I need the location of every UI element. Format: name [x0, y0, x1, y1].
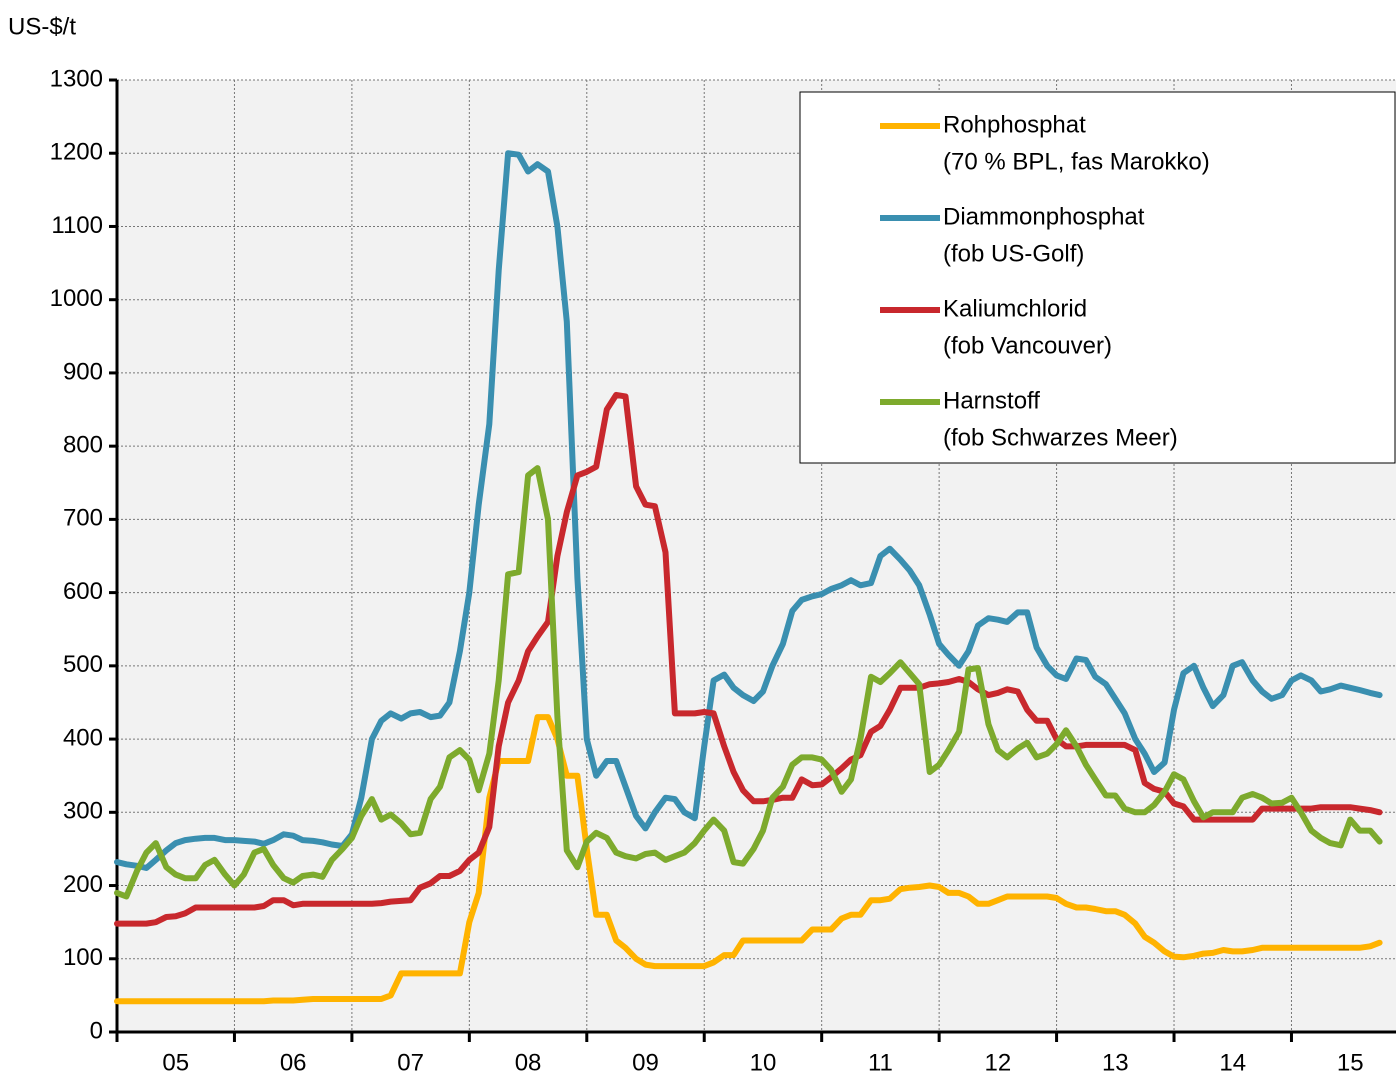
- x-tick-label: 11: [868, 1049, 893, 1076]
- y-axis-label: US-$/t: [8, 13, 76, 40]
- y-tick-label: 600: [63, 578, 103, 605]
- y-tick-label: 400: [63, 724, 103, 751]
- x-tick-label: 15: [1337, 1049, 1364, 1076]
- y-tick-label: 800: [63, 431, 103, 458]
- series-line: [114, 391, 1383, 927]
- series-line: [114, 714, 1383, 1005]
- x-tick-label: 09: [632, 1049, 659, 1076]
- legend-detail: (fob US-Golf): [943, 240, 1084, 267]
- legend-label: Harnstoff: [943, 387, 1040, 414]
- x-tick-label: 07: [397, 1049, 424, 1076]
- y-tick-label: 1200: [50, 139, 103, 166]
- legend-detail: (fob Vancouver): [943, 332, 1112, 359]
- x-tick-label: 13: [1102, 1049, 1129, 1076]
- legend-label: Kaliumchlorid: [943, 295, 1087, 322]
- y-tick-label: 1300: [50, 65, 103, 92]
- y-tick-label: 1000: [50, 285, 103, 312]
- y-tick-label: 0: [90, 1017, 103, 1044]
- x-tick-label: 08: [515, 1049, 542, 1076]
- x-tick-label: 12: [985, 1049, 1012, 1076]
- y-tick-label: 100: [63, 944, 103, 971]
- legend-detail: (fob Schwarzes Meer): [943, 424, 1178, 451]
- x-tick-label: 05: [162, 1049, 189, 1076]
- y-tick-label: 300: [63, 798, 103, 825]
- y-tick-label: 200: [63, 871, 103, 898]
- y-tick-label: 1100: [51, 212, 103, 239]
- x-tick-label: 14: [1219, 1049, 1246, 1076]
- y-tick-label: 700: [63, 505, 103, 532]
- legend-label: Diammonphosphat: [943, 203, 1145, 230]
- y-tick-label: 500: [63, 651, 103, 678]
- legend-label: Rohphosphat: [943, 111, 1086, 138]
- series-line: [114, 465, 1383, 900]
- series-line: [114, 150, 1383, 871]
- legend-detail: (70 % BPL, fas Marokko): [943, 148, 1210, 175]
- x-tick-label: 06: [280, 1049, 307, 1076]
- y-tick-label: 900: [63, 358, 103, 385]
- x-tick-label: 10: [750, 1049, 777, 1076]
